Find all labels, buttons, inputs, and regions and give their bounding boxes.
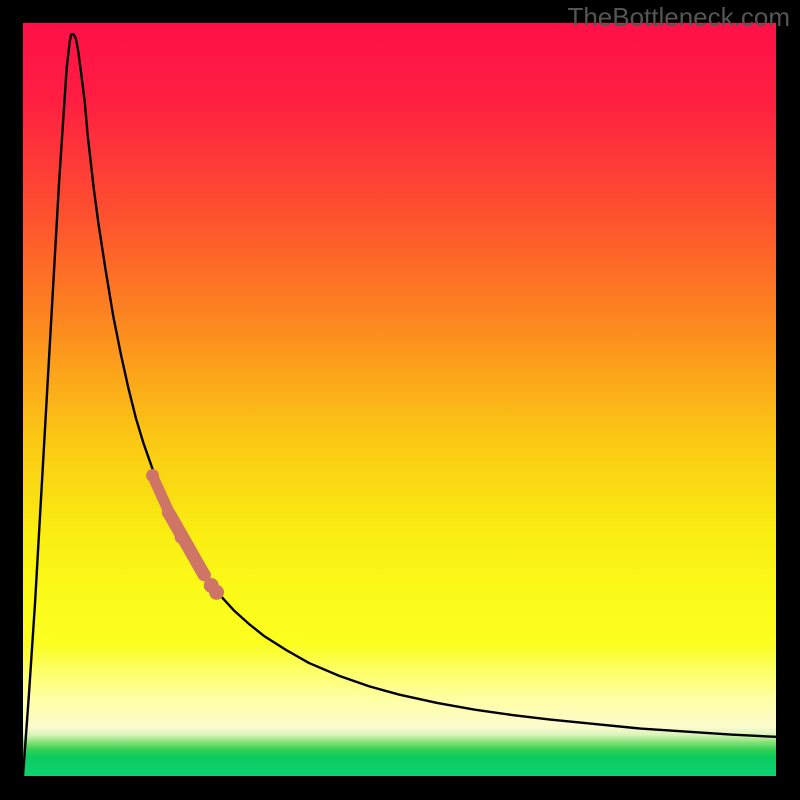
marker-point <box>146 469 159 482</box>
marker-point <box>209 585 224 600</box>
watermark-text: TheBottleneck.com <box>567 2 790 33</box>
chart-canvas: TheBottleneck.com <box>0 0 800 800</box>
plot-area <box>23 23 776 776</box>
marker-point <box>175 531 188 544</box>
chart-svg <box>0 0 800 800</box>
marker-point <box>198 568 211 581</box>
